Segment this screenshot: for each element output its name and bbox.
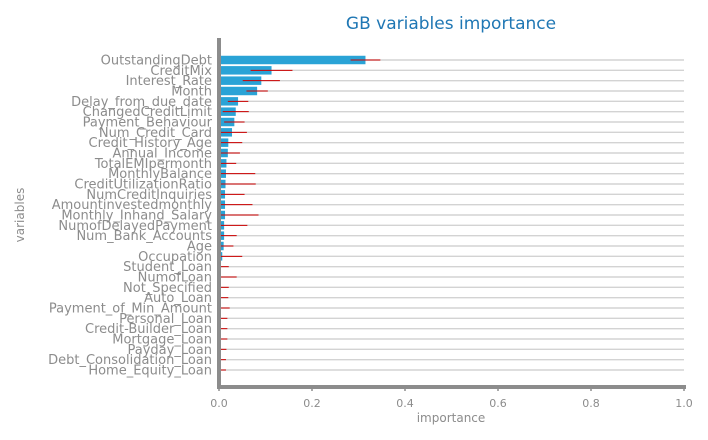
category-label: Age — [187, 240, 212, 255]
bar-Month — [219, 86, 258, 96]
category-label: Home_Equity_Loan — [88, 364, 212, 379]
category-label: Annual_Income — [112, 147, 212, 162]
category-label: TotalEMIpermonth — [94, 157, 212, 172]
chart-title: GB variables importance — [346, 14, 556, 34]
bar-OutstandingDebt — [219, 55, 366, 65]
category-label: ChangedCreditLimit — [83, 105, 212, 120]
x-tick-label: 1.0 — [675, 397, 693, 410]
category-label: Mortgage_Loan — [112, 333, 212, 348]
x-axis-label: importance — [417, 411, 486, 425]
category-label: Num_Credit_Card — [99, 126, 212, 141]
category-label: Month — [171, 85, 212, 100]
category-label: Payday_Loan — [128, 343, 213, 358]
category-label: NumofLoan — [138, 271, 212, 286]
x-tick-label: 0.8 — [582, 397, 600, 410]
x-tick-label: 0.2 — [303, 397, 321, 410]
category-label: OutstandingDebt — [101, 54, 212, 69]
category-label: Debt_Consolidation_Loan — [48, 353, 212, 368]
category-label: Personal_Loan — [119, 312, 212, 327]
category-label: Payment_Behaviour — [83, 116, 213, 131]
bar-CreditMix — [219, 66, 272, 75]
category-label: NumofDelayedPayment — [58, 219, 212, 234]
category-label: Credit-Builder_Loan — [85, 322, 212, 337]
category-label: Student_Loan — [123, 260, 212, 275]
category-label: Not_Specified — [123, 281, 212, 296]
y-axis-label: variables — [13, 188, 27, 243]
category-label: CreditMix — [150, 64, 212, 79]
category-label: Interest_Rate — [126, 74, 212, 89]
category-label: Credit_History_Age — [89, 136, 213, 151]
category-label: Delay_from_due_date — [71, 95, 212, 110]
bar-Interest_Rate — [219, 76, 262, 85]
category-label: CreditUtilizationRatio — [74, 178, 212, 193]
x-tick-label: 0.0 — [210, 397, 228, 410]
category-label: Num_Bank_Accounts — [76, 229, 212, 244]
category-label: Occupation — [138, 250, 212, 265]
category-label: Payment_of_Min_Amount — [49, 302, 212, 317]
x-tick-label: 0.4 — [396, 397, 414, 410]
category-label: Monthly_Inhand_Salary — [61, 209, 212, 224]
category-label: Auto_Loan — [144, 291, 212, 306]
category-label: Amountinvestedmonthly — [52, 198, 213, 213]
x-tick-label: 0.6 — [489, 397, 507, 410]
plot-area: OutstandingDebtCreditMixInterest_RateMon… — [48, 38, 693, 410]
category-label: NumCreditInquiries — [86, 188, 212, 203]
category-label: MonthlyBalance — [108, 167, 212, 182]
